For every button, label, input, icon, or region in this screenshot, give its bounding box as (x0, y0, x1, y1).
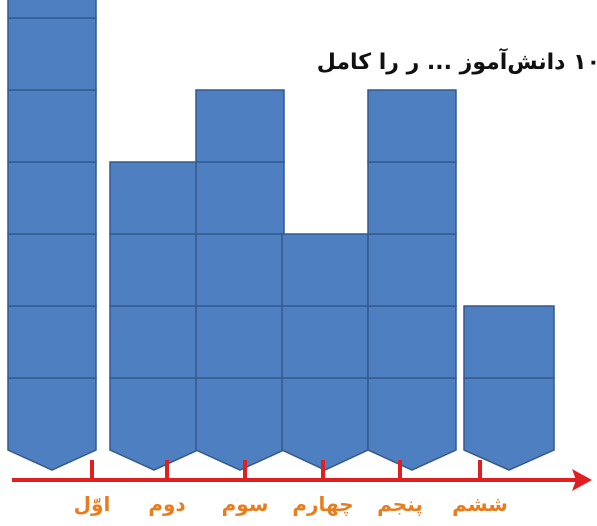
student-piece (367, 377, 457, 471)
column-2 (109, 161, 199, 471)
category-label: اوّل (73, 492, 111, 516)
category-label: پنجم (377, 492, 423, 516)
column-4 (281, 233, 369, 471)
column-5 (367, 89, 457, 471)
axis-arrowhead (572, 469, 592, 491)
student-piece (281, 377, 369, 471)
column-1 (7, 0, 97, 471)
category-label: سوم (221, 492, 269, 516)
student-piece (109, 377, 199, 471)
student-piece (195, 377, 285, 471)
column-6 (463, 305, 555, 471)
category-label: ششم (452, 492, 508, 516)
question-title: ۱۰ دانش‌آموز ... ر را کامل (316, 50, 597, 75)
category-label: چهارم (292, 492, 354, 516)
student-piece (7, 377, 97, 471)
category-label: دوم (148, 492, 186, 516)
student-piece (463, 377, 555, 471)
column-3 (195, 89, 285, 471)
